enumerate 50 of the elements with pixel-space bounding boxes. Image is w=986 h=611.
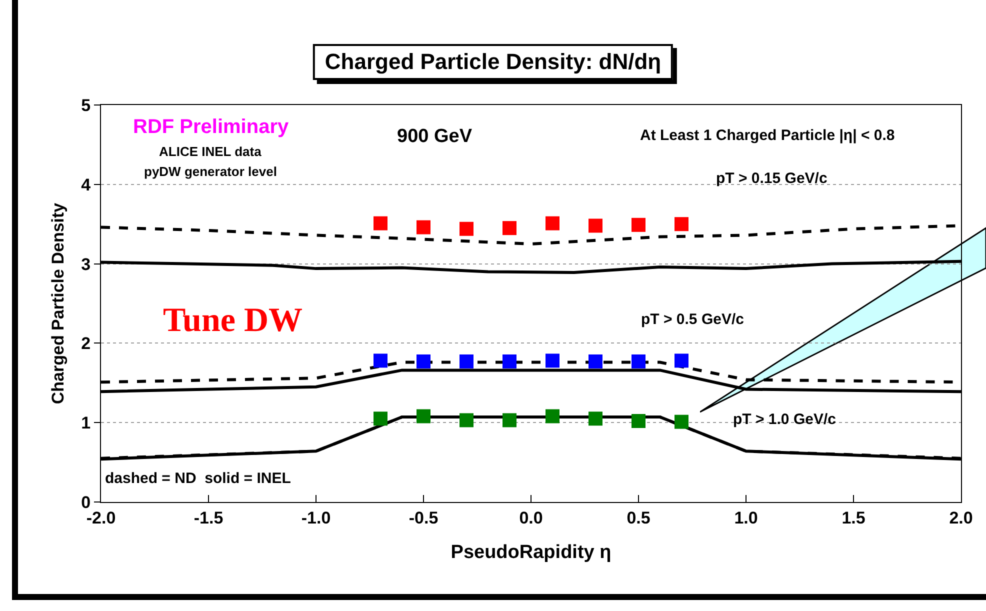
point [416,354,430,368]
point [674,414,688,429]
x-tick-label: 0.0 [519,508,543,528]
point [460,354,474,368]
point [632,218,646,232]
point [502,354,516,368]
point [502,413,516,428]
y-tick-label: 3 [81,254,91,274]
annotation: dashed = ND solid = INEL [105,470,291,487]
point [374,216,388,230]
annotation: At Least 1 Charged Particle |η| < 0.8 [640,127,895,144]
y-tick-label: 4 [81,175,92,194]
point [374,354,388,368]
point [460,222,474,236]
x-tick-label: -1.0 [301,508,331,528]
annotation: Tune DW [163,302,303,339]
point [374,412,388,426]
x-tick-label: -0.5 [408,508,438,528]
point [546,354,560,368]
x-axis-title: PseudoRapidity η [450,542,612,564]
annotation: pT > 0.15 GeV/c [716,170,828,187]
annotation: pT > 0.5 GeV/c [641,311,744,328]
point [674,217,688,232]
y-tick-label: 1 [81,414,91,433]
point [588,218,602,233]
y-tick-label: 5 [81,96,91,115]
annotation: 900 GeV [397,126,472,147]
chart-title: Charged Particle Density: dN/dη [312,44,674,80]
annotation: pT > 1.0 GeV/c [733,411,836,428]
point [546,216,560,230]
point [632,414,646,428]
x-tick-label: 1.0 [734,508,758,528]
point [674,354,688,368]
point [416,409,430,424]
point [502,221,516,236]
annotation: RDF Preliminary [133,116,290,138]
x-tick-label: 2.0 [949,508,973,528]
point [632,354,646,368]
x-tick-label: 0.5 [626,508,650,528]
point [546,409,560,424]
annotation: ALICE INEL data [159,144,262,159]
y-tick-label: 2 [81,334,91,354]
point [588,412,602,426]
y-axis-title: Charged Particle Density [48,202,68,404]
point [416,220,430,234]
x-tick-label: 1.5 [842,508,866,528]
point [460,413,474,428]
annotation: pyDW generator level [144,164,277,179]
point [588,354,602,368]
x-tick-label: -1.5 [194,508,224,528]
